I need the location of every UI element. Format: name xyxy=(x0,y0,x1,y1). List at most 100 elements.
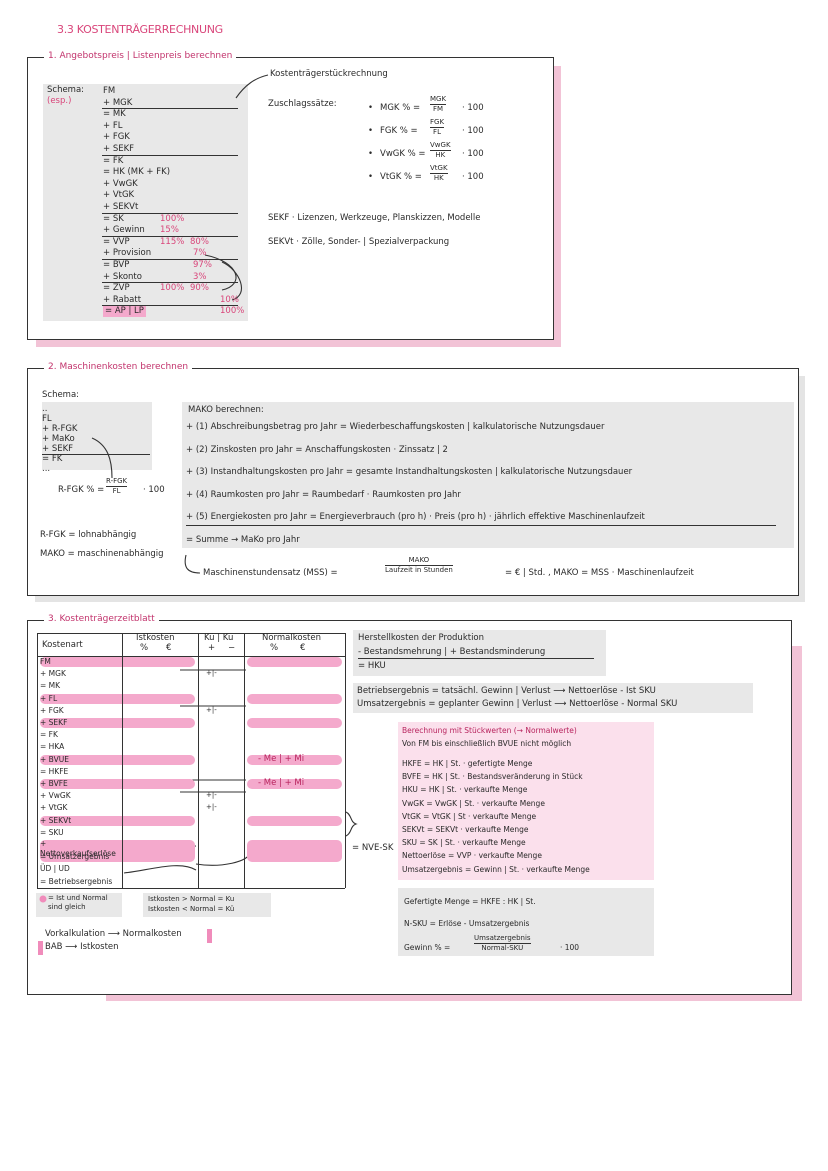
formula-label: FGK % = xyxy=(380,126,418,136)
rule xyxy=(102,108,238,110)
rule xyxy=(102,305,238,307)
table-row-label: = HKFE xyxy=(40,766,69,776)
stueck-title: Berechnung mit Stückwerten (→ Normalwert… xyxy=(402,726,577,735)
stueck-item: BVFE = HK | St. · Bestandsveränderung in… xyxy=(402,772,583,782)
hk-line: Herstellkosten der Produktion xyxy=(358,633,485,643)
schema-line: + SEKF xyxy=(103,144,135,154)
note: SEKF · Lizenzen, Werkzeuge, Planskizzen,… xyxy=(268,213,481,223)
schema-line: FL xyxy=(42,414,52,424)
schema-line: = MK xyxy=(103,109,126,120)
fraction-num: FGK xyxy=(430,118,445,128)
table-header: Istkosten xyxy=(136,633,175,643)
kalkulation-line: BAB ⟶ Istkosten xyxy=(45,942,119,952)
table-row-label: FM xyxy=(40,657,51,666)
stueck-sub: Von FM bis einschließlich BVUE nicht mög… xyxy=(402,739,572,748)
schema-line: = BVP xyxy=(103,260,130,270)
kue-mark: +|- xyxy=(206,705,217,714)
schema-label: Schema: xyxy=(42,390,80,400)
highlight xyxy=(247,779,342,790)
table-row-label: = HKA xyxy=(40,742,65,752)
fraction-num: MGK xyxy=(430,95,447,105)
percentage: 115% xyxy=(160,236,185,247)
legend-box xyxy=(36,893,122,917)
schema-line: + VwGK xyxy=(103,178,138,189)
highlight xyxy=(40,693,195,704)
section-heading: 1. Angebotspreis | Listenpreis berechnen xyxy=(44,51,237,62)
table-row-label: = SKU xyxy=(40,827,64,837)
mako-item: + (2) Zinskosten pro Jahr = Anschaffungs… xyxy=(186,444,448,455)
fraction-den: Normal-SKU xyxy=(481,944,524,952)
table-header: Normalkosten xyxy=(262,633,321,643)
fraction: VtGK HK xyxy=(430,164,448,183)
table-header: Kostenart xyxy=(42,640,83,650)
schema-line: + FL xyxy=(103,120,123,131)
rule xyxy=(37,633,345,634)
highlight xyxy=(40,657,195,668)
percentage: 97% xyxy=(193,260,212,270)
legend-item: = Ist und Normal sind gleich xyxy=(48,894,108,911)
table-row-label: = FK xyxy=(40,730,58,740)
table-row-label: + SEKVt xyxy=(40,815,72,825)
formula-factor: · 100 xyxy=(462,126,484,136)
schema-line: = FK xyxy=(42,454,63,464)
table-header: % xyxy=(140,643,149,653)
schema-label: Schema: xyxy=(47,85,85,95)
mako-item: + (4) Raumkosten pro Jahr = Raumbedarf ·… xyxy=(186,489,461,500)
rule xyxy=(345,633,346,888)
formula-factor: · 100 xyxy=(143,485,165,495)
table-row-label: = Betriebsergebnis xyxy=(40,876,113,886)
table-row-label: = MK xyxy=(40,681,61,691)
highlight xyxy=(40,840,195,863)
rule xyxy=(244,633,245,888)
menge-box xyxy=(398,888,654,956)
mako-item: + (1) Abschreibungsbetrag pro Jahr = Wie… xyxy=(186,422,605,432)
side-label: = NVE-SK xyxy=(352,843,394,853)
highlight xyxy=(247,693,342,704)
legend-item: Istkosten > Normal = Ku xyxy=(148,895,235,903)
hk-line: - Bestandsmehrung | + Bestandsminderung xyxy=(358,647,546,657)
percentage: 100% xyxy=(160,213,185,224)
percentage: 100% xyxy=(220,306,245,317)
fraction-num: MAKO xyxy=(385,556,453,566)
rule xyxy=(102,282,238,284)
normal-note: - Me | + Mi xyxy=(258,778,305,788)
rule xyxy=(37,887,345,889)
formula-label: R-FGK % = xyxy=(58,485,105,495)
schema-line: + VtGK xyxy=(103,190,135,201)
fraction: VwGK HK xyxy=(430,141,451,160)
note: SEKVt · Zölle, Sonder- | Spezialverpacku… xyxy=(268,237,450,247)
formula-label: MGK % = xyxy=(380,103,421,113)
mako-item: + (3) Instandhaltungskosten pro Jahr = g… xyxy=(186,467,633,477)
kalkulation-line: Vorkalkulation ⟶ Normalkosten xyxy=(45,929,182,939)
schema-line: + Skonto xyxy=(103,271,142,282)
fraction: MGK FM xyxy=(430,95,447,114)
stueck-item: HKU = HK | St. · verkaufte Menge xyxy=(402,785,528,795)
stueck-item: SEKVt = SEKVt · verkaufte Menge xyxy=(402,825,529,834)
schema-line: + SEKVt xyxy=(103,202,139,212)
highlight xyxy=(247,754,342,765)
rule xyxy=(198,633,199,888)
highlight xyxy=(247,718,342,729)
table-header: € xyxy=(166,643,172,653)
mss-rest: = € | Std. , MAKO = MSS · Maschinenlaufz… xyxy=(505,568,694,578)
table-row-label: + MGK xyxy=(40,669,66,679)
arrow-label: Kostenträgerstückrechnung xyxy=(270,69,388,79)
highlight xyxy=(247,815,342,826)
mako-box xyxy=(182,402,794,548)
percentage: 3% xyxy=(193,271,207,282)
fraction-num: VtGK xyxy=(430,164,448,174)
percentage: 15% xyxy=(160,225,179,236)
results-box xyxy=(353,683,753,713)
fraction: R-FGK FL xyxy=(106,477,128,496)
fraction-den: HK xyxy=(433,174,444,182)
schema-line: + MGK xyxy=(103,97,133,108)
table-header: + xyxy=(208,643,216,653)
highlight xyxy=(40,815,195,826)
section-heading: 3. Kostenträgerzeitblatt xyxy=(44,614,159,625)
schema-line: + Rabatt xyxy=(103,294,142,305)
schema-line: = ZVP xyxy=(103,283,130,294)
highlight xyxy=(40,779,195,790)
fraction-num: Umsatzergebnis xyxy=(474,934,531,944)
schema-line: = FK xyxy=(103,155,124,166)
